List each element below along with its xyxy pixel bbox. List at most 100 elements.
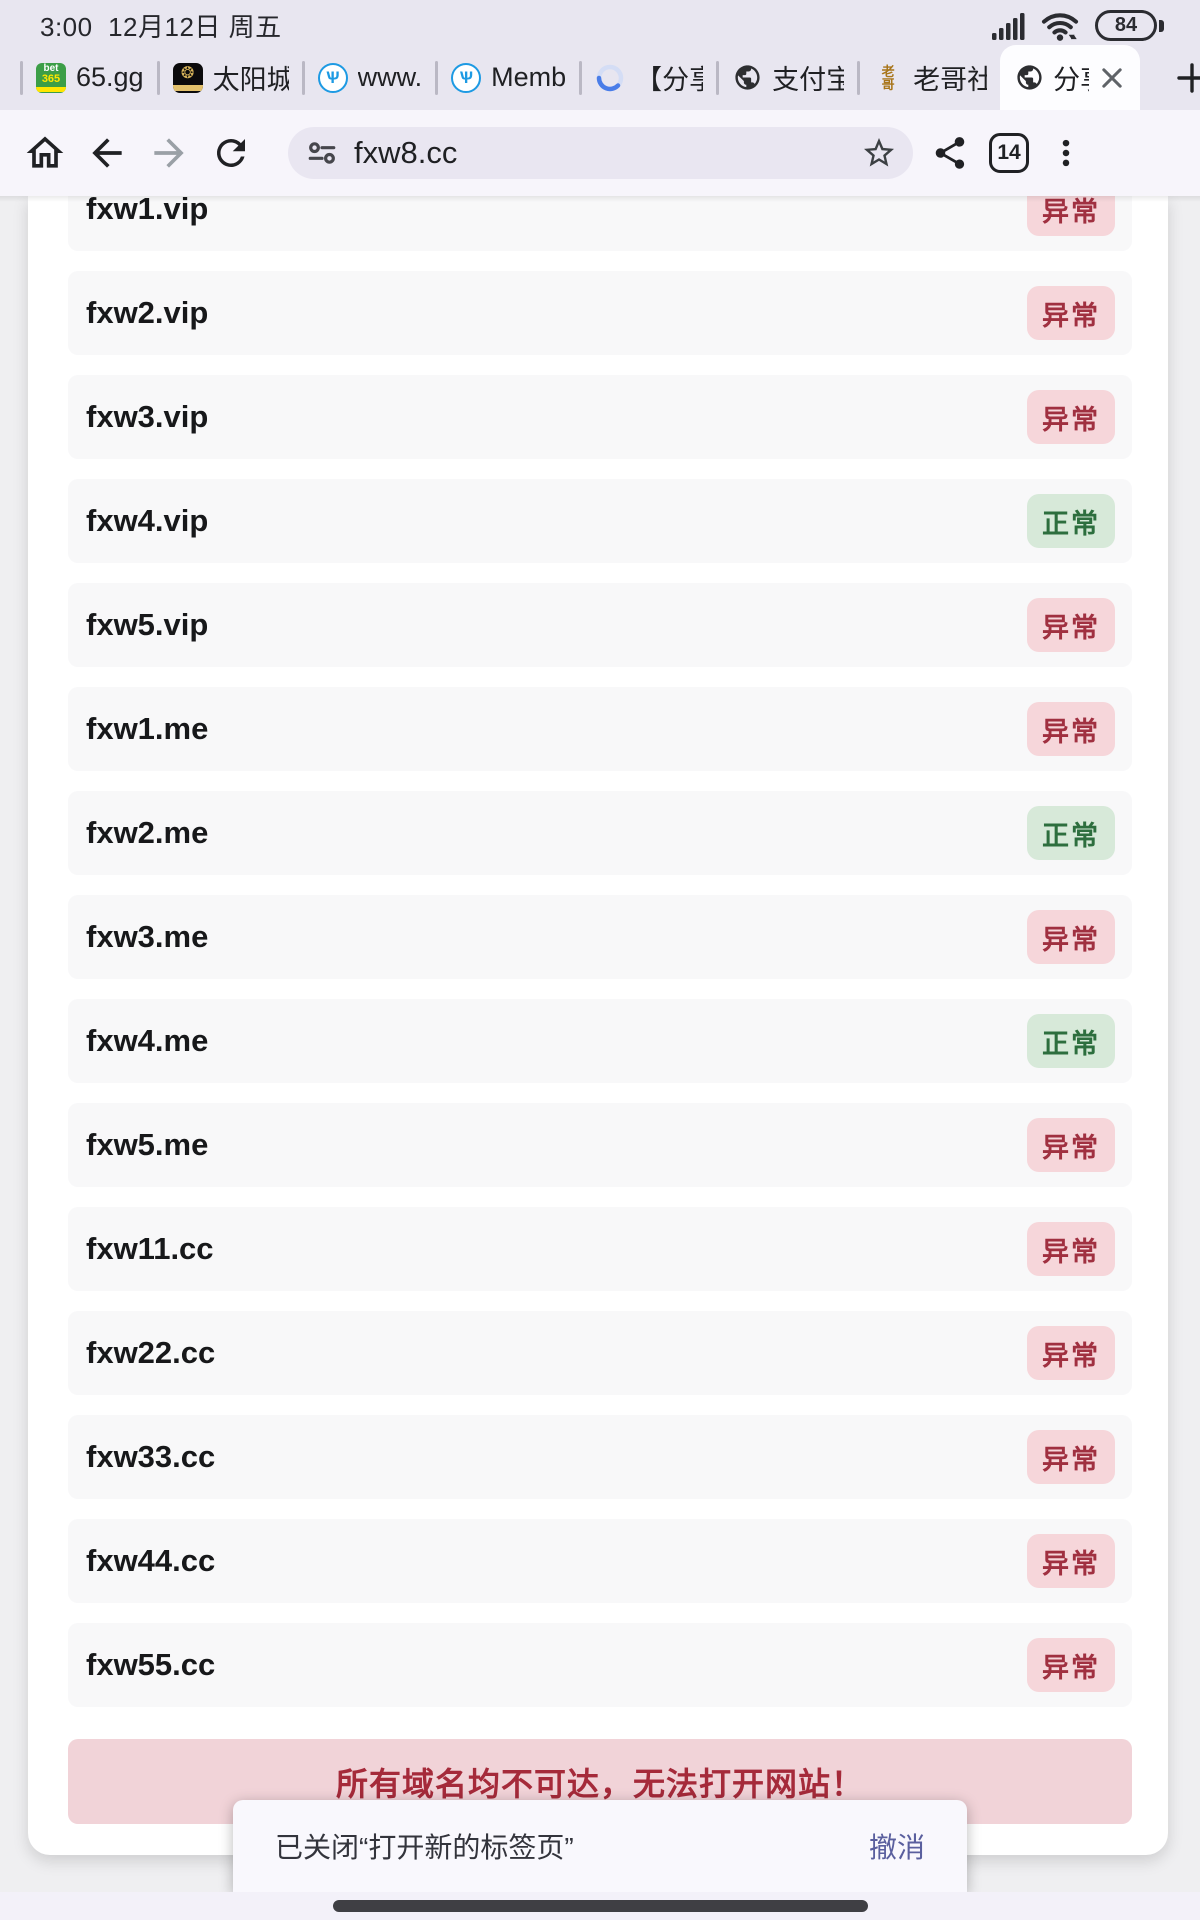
page-content: fxw1.vip 异常 fxw2.vip 异常 fxw3.vip 异常 fxw4… <box>0 196 1200 1920</box>
status-badge: 异常 <box>1027 1430 1115 1484</box>
tab-divider <box>579 60 583 95</box>
status-badge: 异常 <box>1027 286 1115 340</box>
close-icon[interactable] <box>1098 64 1126 92</box>
globe-icon <box>732 63 762 93</box>
tab-divider <box>156 60 160 95</box>
domain-row[interactable]: fxw2.me 正常 <box>68 791 1132 875</box>
domain-row[interactable]: fxw33.cc 异常 <box>68 1415 1132 1499</box>
tab-count: 14 <box>997 141 1021 164</box>
tune-icon[interactable] <box>306 137 338 169</box>
domain-row[interactable]: fxw5.me 异常 <box>68 1103 1132 1187</box>
globe-icon <box>1014 63 1044 93</box>
wifi-icon <box>1041 10 1079 42</box>
domain-name: fxw1.me <box>86 711 209 746</box>
domain-name: fxw2.me <box>86 815 209 850</box>
star-icon[interactable] <box>861 135 897 171</box>
new-tab-button[interactable] <box>1162 45 1200 110</box>
bet365-favicon: bet 365 <box>36 62 66 93</box>
tab-switcher-button[interactable]: 14 <box>989 133 1029 173</box>
status-badge: 异常 <box>1027 1118 1115 1172</box>
domain-row[interactable]: fxw1.vip 异常 <box>68 196 1132 251</box>
status-badge: 异常 <box>1027 1326 1115 1380</box>
status-badge: 异常 <box>1027 702 1115 756</box>
status-badge: 异常 <box>1027 390 1115 444</box>
status-badge: 异常 <box>1027 1638 1115 1692</box>
url-bar[interactable]: fxw8.cc <box>288 127 913 179</box>
tab-divider <box>301 60 305 95</box>
tab-divider <box>435 60 439 95</box>
status-bar: 3:00 12月12日 周五 84 <box>0 0 1200 45</box>
status-badge: 正常 <box>1027 806 1115 860</box>
domain-row[interactable]: fxw1.me 异常 <box>68 687 1132 771</box>
domain-name: fxw22.cc <box>86 1335 216 1370</box>
domain-row[interactable]: fxw4.vip 正常 <box>68 479 1132 563</box>
loading-spinner-icon <box>595 63 625 93</box>
tab-divider <box>857 60 861 95</box>
status-badge: 异常 <box>1027 910 1115 964</box>
undo-button[interactable]: 撤消 <box>868 1832 925 1863</box>
status-badge: 正常 <box>1027 494 1115 548</box>
domain-name: fxw4.vip <box>86 503 209 538</box>
tab-laoge[interactable]: 老哥 老哥社 <box>860 45 1000 110</box>
snackbar-message: 已关闭“打开新的标签页” <box>275 1832 574 1863</box>
battery-icon: 84 <box>1095 10 1164 41</box>
tab-label: 【分享 <box>635 65 704 95</box>
forward-button[interactable] <box>138 122 200 184</box>
tab-memb[interactable]: Ѱ Memb <box>438 45 579 110</box>
tab-zhifubao[interactable]: 支付宝 <box>719 45 857 110</box>
signal-bars-icon <box>991 11 1025 41</box>
tab-label: 支付宝 <box>772 65 845 95</box>
url-text[interactable]: fxw8.cc <box>354 135 458 170</box>
home-button[interactable] <box>14 122 76 184</box>
domain-name: fxw33.cc <box>86 1439 216 1474</box>
tab-label: 老哥社 <box>913 65 988 95</box>
lotus-favicon: Ѱ <box>317 62 348 93</box>
domain-row[interactable]: fxw3.vip 异常 <box>68 375 1132 459</box>
undo-snackbar: 已关闭“打开新的标签页” 撤消 <box>233 1800 967 1892</box>
domain-row[interactable]: fxw44.cc 异常 <box>68 1519 1132 1603</box>
tab-label: 分享 <box>1053 65 1089 95</box>
domain-row[interactable]: fxw5.vip 异常 <box>68 583 1132 667</box>
sun-city-favicon: ❂ <box>172 62 203 93</box>
domain-name: fxw5.vip <box>86 607 209 642</box>
back-button[interactable] <box>76 122 138 184</box>
tab-www[interactable]: Ѱ www. <box>305 45 436 110</box>
tab-label: www. <box>357 62 423 92</box>
domain-row[interactable]: fxw55.cc 异常 <box>68 1623 1132 1707</box>
domain-name: fxw2.vip <box>86 295 209 330</box>
tab-fenxiang-active[interactable]: 分享 <box>1000 45 1141 110</box>
content-panel: fxw1.vip 异常 fxw2.vip 异常 fxw3.vip 异常 fxw4… <box>28 196 1168 1855</box>
domain-row[interactable]: fxw3.me 异常 <box>68 895 1132 979</box>
status-date: 12月12日 周五 <box>108 12 282 42</box>
domain-name: fxw5.me <box>86 1127 209 1162</box>
domain-name: fxw55.cc <box>86 1647 216 1682</box>
share-icon[interactable] <box>931 134 969 172</box>
domain-row[interactable]: fxw22.cc 异常 <box>68 1311 1132 1395</box>
alert-text: 所有域名均不可达，无法打开网站！ <box>335 1765 864 1802</box>
tab-label: Memb <box>491 62 567 92</box>
gesture-handle[interactable] <box>332 1900 868 1912</box>
status-time: 3:00 <box>40 12 93 42</box>
tab-fenxiang-loading[interactable]: 【分享 <box>582 45 716 110</box>
domain-row[interactable]: fxw2.vip 异常 <box>68 271 1132 355</box>
status-badge: 异常 <box>1027 1534 1115 1588</box>
battery-percent: 84 <box>1114 14 1138 36</box>
domain-row[interactable]: fxw4.me 正常 <box>68 999 1132 1083</box>
lotus-favicon: Ѱ <box>451 62 482 93</box>
domain-row[interactable]: fxw11.cc 异常 <box>68 1207 1132 1291</box>
status-badge: 正常 <box>1027 1014 1115 1068</box>
status-badge: 异常 <box>1027 1222 1115 1276</box>
domain-list: fxw1.vip 异常 fxw2.vip 异常 fxw3.vip 异常 fxw4… <box>68 196 1132 1707</box>
status-badge: 异常 <box>1027 196 1115 236</box>
tab-divider <box>20 60 23 95</box>
menu-icon[interactable] <box>1049 136 1083 170</box>
domain-name: fxw3.vip <box>86 399 209 434</box>
tab-65gg[interactable]: bet 365 65.gg <box>23 45 157 110</box>
status-clock: 3:00 12月12日 周五 <box>40 7 282 44</box>
tab-label: 65.gg <box>76 62 144 92</box>
browser-toolbar: fxw8.cc 14 <box>0 110 1200 196</box>
domain-name: fxw11.cc <box>86 1231 214 1266</box>
domain-name: fxw4.me <box>86 1023 209 1058</box>
tab-sun-city[interactable]: ❂ 太阳城 <box>160 45 302 110</box>
reload-button[interactable] <box>200 122 262 184</box>
